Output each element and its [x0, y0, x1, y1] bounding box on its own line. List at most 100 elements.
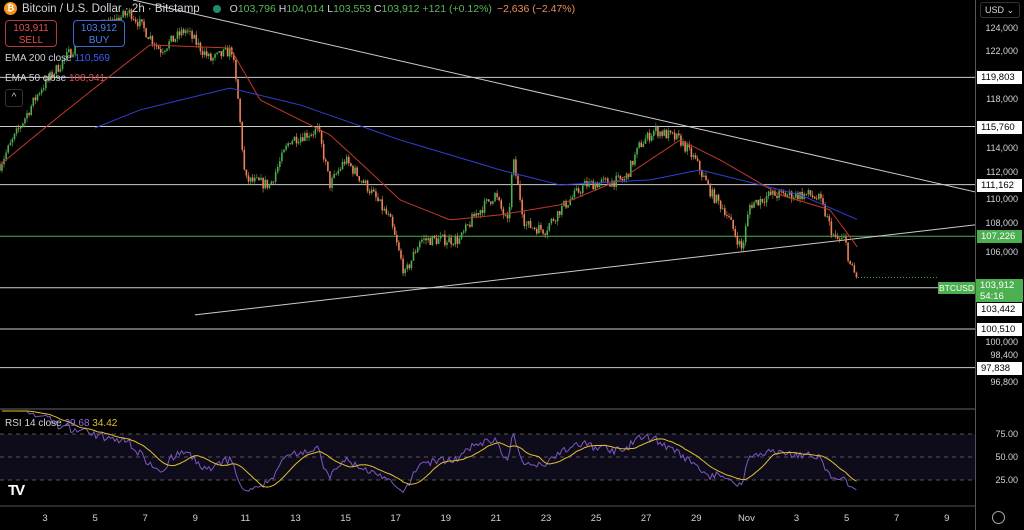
candle	[648, 132, 651, 141]
candle	[843, 236, 845, 238]
candle	[531, 227, 534, 229]
candle	[251, 177, 254, 182]
candle	[715, 194, 718, 203]
time-tick: 27	[640, 513, 652, 524]
candle	[845, 236, 847, 243]
ema200-legend[interactable]: EMA 200 close 110,569	[5, 53, 110, 64]
price-axis[interactable]: 96,800 98,400 100,000 106,000 108,000 110,000…	[975, 0, 1024, 530]
candle	[609, 183, 611, 187]
candle	[510, 174, 513, 208]
candle	[228, 47, 231, 57]
time-tick: 9	[192, 513, 198, 524]
candle	[28, 113, 30, 115]
candle	[147, 37, 150, 40]
candle	[600, 179, 603, 183]
candle	[494, 193, 496, 202]
candle	[122, 10, 124, 18]
candle	[295, 136, 298, 144]
candle	[535, 228, 538, 234]
candle	[429, 238, 432, 245]
candle	[554, 220, 557, 222]
price-tick: 98,400	[990, 349, 1018, 360]
candle	[751, 204, 753, 208]
candle	[191, 31, 193, 39]
candle	[7, 145, 10, 153]
candle	[387, 214, 390, 215]
time-tick: 3	[793, 513, 800, 524]
currency-selector[interactable]: USD ⌄	[980, 2, 1020, 18]
candle	[441, 234, 444, 237]
candle	[508, 207, 511, 219]
candle	[467, 224, 469, 226]
tradingview-logo[interactable]: TV	[8, 482, 25, 499]
candle	[454, 236, 457, 245]
candle	[270, 181, 273, 185]
candle	[481, 210, 484, 213]
ema50-legend[interactable]: EMA 50 close 108,341	[5, 73, 106, 84]
candle	[596, 183, 599, 188]
candle	[182, 29, 185, 34]
candle	[433, 235, 436, 238]
buy-button[interactable]: 103,912 BUY	[73, 20, 125, 47]
candle	[450, 237, 452, 245]
candle	[659, 131, 661, 137]
candle	[329, 171, 331, 189]
candle	[220, 51, 223, 57]
candle	[412, 251, 415, 261]
time-tick: 5	[843, 513, 850, 524]
candle	[381, 199, 383, 211]
candle	[157, 46, 160, 50]
candle	[176, 31, 179, 39]
sell-button[interactable]: 103,911 SELL	[5, 20, 57, 47]
candle	[13, 133, 16, 139]
candle	[849, 260, 851, 265]
candle	[40, 89, 43, 94]
candle	[665, 129, 668, 139]
rsi-legend[interactable]: RSI 14 close 29.68 34.42	[5, 418, 118, 429]
candle	[65, 52, 68, 58]
candle	[473, 214, 475, 217]
candle	[786, 194, 789, 197]
candle	[694, 155, 697, 159]
candle	[30, 105, 33, 115]
candle	[247, 175, 250, 182]
candle	[210, 53, 212, 61]
candle	[243, 149, 246, 170]
candle	[345, 156, 348, 164]
price-chart[interactable]	[0, 0, 975, 530]
time-tick: 7	[142, 513, 148, 524]
candle	[274, 172, 277, 182]
candle	[724, 208, 726, 216]
candle	[772, 190, 774, 195]
candle	[260, 177, 262, 181]
candle	[761, 198, 764, 203]
candle	[389, 214, 392, 217]
settings-gear-icon[interactable]	[992, 511, 1005, 524]
candle	[581, 185, 584, 194]
candle	[550, 218, 553, 224]
candle	[769, 191, 772, 195]
time-tick: 19	[440, 513, 452, 524]
candle	[561, 205, 563, 215]
candle	[337, 170, 340, 174]
candle	[5, 152, 7, 159]
candle	[504, 214, 507, 216]
period-change: −2,636 (−2.47%)	[496, 2, 576, 15]
symbol-title[interactable]: Bitcoin / U.S. Dollar · 2h · Bitstamp	[22, 2, 200, 15]
candle	[448, 237, 450, 243]
candle	[360, 180, 363, 182]
collapse-legend-button[interactable]: ^	[5, 89, 23, 107]
candle	[0, 164, 1, 171]
candle	[506, 214, 509, 219]
candle	[425, 238, 427, 241]
candle	[646, 132, 649, 139]
candle	[784, 192, 787, 197]
candle	[130, 9, 133, 20]
candle	[262, 177, 264, 189]
candle	[149, 36, 152, 40]
candle	[34, 97, 37, 101]
ema50-line	[0, 44, 858, 248]
candle	[799, 191, 801, 200]
candle	[205, 51, 208, 57]
candle	[302, 137, 304, 142]
